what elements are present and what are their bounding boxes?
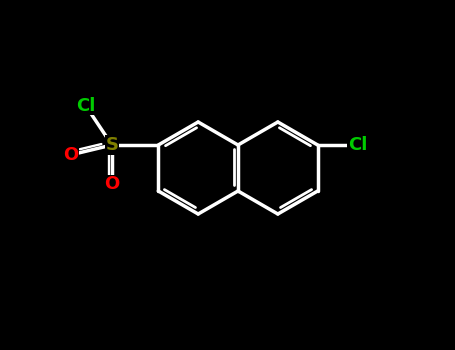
Text: Cl: Cl (348, 136, 367, 154)
Text: O: O (104, 175, 120, 194)
Text: S: S (106, 136, 118, 154)
Text: O: O (63, 146, 78, 164)
Text: Cl: Cl (76, 97, 95, 114)
